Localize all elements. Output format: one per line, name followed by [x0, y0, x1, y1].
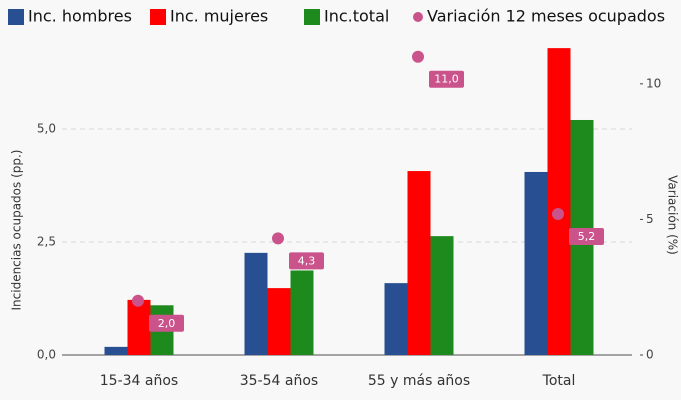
- y-tick-label: 2,5: [37, 235, 56, 249]
- legend-label: Variación 12 meses ocupados: [427, 7, 665, 26]
- value-label-box: [569, 227, 604, 245]
- y2-tick-label: 10: [646, 76, 661, 90]
- bar: [524, 171, 548, 355]
- bar: [104, 346, 128, 355]
- x-tick-label: 15-34 años: [100, 373, 178, 389]
- legend-marker: [8, 9, 24, 25]
- legend-label: Inc.total: [324, 7, 389, 26]
- value-label: 2,0: [158, 317, 176, 330]
- value-label-box: [149, 314, 184, 332]
- value-label: 5,2: [578, 230, 596, 243]
- bar: [290, 270, 314, 355]
- point: [132, 294, 144, 307]
- bar: [244, 252, 268, 355]
- bar: [407, 171, 431, 355]
- legend-marker: [150, 9, 166, 25]
- value-label: 11,0: [434, 73, 459, 86]
- point: [272, 232, 284, 245]
- y-axis-title: Incidencias ocupados (pp.): [10, 150, 24, 311]
- legend-label: Inc. hombres: [28, 7, 132, 26]
- legend-marker: [304, 9, 320, 25]
- legend-marker: [413, 12, 423, 22]
- value-label-box: [429, 70, 464, 88]
- bar: [384, 283, 408, 355]
- y2-tick-label: 0: [646, 348, 654, 362]
- legend-label: Inc. mujeres: [170, 7, 268, 26]
- value-label-box: [289, 252, 324, 270]
- bar: [430, 236, 454, 355]
- y-tick-label: 0,0: [37, 348, 56, 362]
- point: [552, 207, 564, 220]
- bar: [127, 299, 151, 355]
- bar: [547, 48, 571, 355]
- y2-tick-label: 5: [646, 212, 654, 226]
- bar: [267, 288, 291, 355]
- y-tick-label: 5,0: [37, 122, 56, 136]
- x-tick-label: 55 y más años: [368, 373, 470, 389]
- x-tick-label: Total: [542, 373, 576, 389]
- y2-axis-title: Variación (%): [666, 175, 680, 255]
- point: [412, 50, 424, 63]
- x-tick-label: 35-54 años: [240, 373, 318, 389]
- value-label: 4,3: [298, 254, 316, 267]
